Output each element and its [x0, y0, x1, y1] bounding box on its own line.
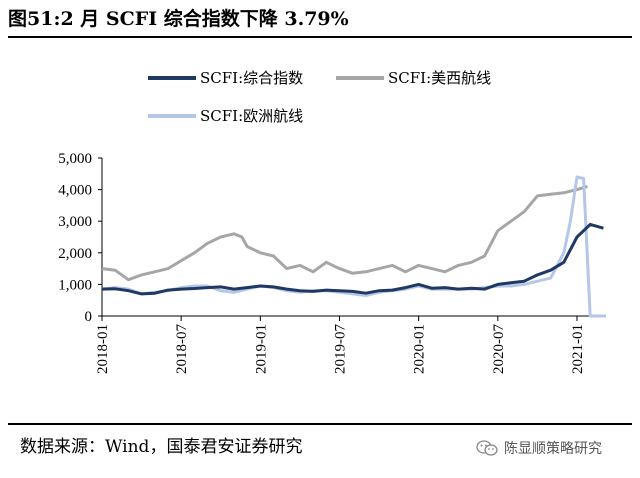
- y-tick-label: 1,000: [58, 277, 92, 293]
- x-tick-label: 2019-07: [332, 324, 348, 374]
- y-tick-label: 3,000: [58, 214, 92, 230]
- x-tick-label: 2018-01: [95, 324, 111, 374]
- legend-label-us-west: SCFI:美西航线: [388, 69, 491, 87]
- y-tick-label: 4,000: [58, 183, 92, 199]
- source-note: 数据来源：Wind，国泰君安证券研究: [20, 437, 303, 457]
- wechat-icon: [476, 440, 498, 456]
- top-rule: [8, 36, 632, 38]
- x-tick-label: 2019-01: [253, 324, 269, 374]
- x-tick-label: 2018-07: [174, 324, 190, 374]
- y-tick-label: 5,000: [58, 151, 92, 167]
- legend: SCFI:综合指数 SCFI:美西航线 SCFI:欧洲航线: [148, 69, 491, 125]
- legend-label-europe: SCFI:欧洲航线: [200, 107, 303, 125]
- chart: SCFI:综合指数 SCFI:美西航线 SCFI:欧洲航线 5,000 4,000 3,…: [58, 69, 606, 374]
- watermark-text: 陈显顺策略研究: [504, 441, 602, 457]
- y-tick-label: 2,000: [58, 246, 92, 262]
- x-tick-label: 2020-01: [412, 324, 428, 374]
- y-tick-label: 0: [85, 309, 93, 325]
- series-line-composite: [101, 222, 604, 296]
- series-group: [101, 175, 606, 318]
- bottom-rule: [8, 423, 632, 425]
- x-tick-label: 2020-07: [491, 324, 507, 374]
- chart-title: 图51:2 月 SCFI 综合指数下降 3.79%: [8, 8, 349, 30]
- watermark: 陈显顺策略研究: [476, 438, 602, 458]
- x-tick-label: 2021-01: [570, 324, 586, 374]
- series-line-europe: [101, 175, 606, 318]
- series-line-us-west: [101, 184, 588, 282]
- legend-label-composite: SCFI:综合指数: [200, 69, 303, 87]
